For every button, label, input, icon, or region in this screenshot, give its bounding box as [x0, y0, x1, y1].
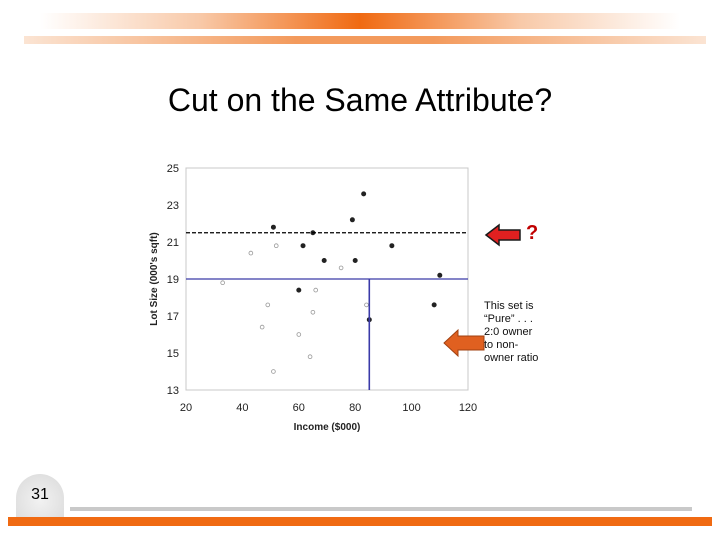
- non-owner-point: [273, 243, 279, 249]
- y-tick-label: 17: [167, 311, 179, 323]
- owner-point: [431, 302, 437, 308]
- slide-number: 31: [31, 486, 49, 503]
- tick-labels: 20 40 60 80 100 120 13 15 17 19 21 23 25: [167, 163, 477, 414]
- owner-point: [361, 191, 367, 197]
- x-tick-label: 60: [293, 402, 305, 414]
- data-points: [220, 191, 443, 374]
- owner-point: [437, 272, 443, 278]
- orange-left-arrow-icon: [443, 328, 485, 358]
- x-tick-label: 100: [402, 402, 420, 414]
- owner-point: [296, 287, 302, 293]
- non-owner-point: [310, 309, 316, 315]
- slide-number-badge: [16, 474, 64, 518]
- non-owner-point: [364, 302, 369, 308]
- non-owner-point: [265, 302, 271, 308]
- y-tick-label: 25: [167, 163, 179, 175]
- bottom-accent-bar: [8, 517, 712, 526]
- y-tick-label: 19: [167, 274, 179, 286]
- non-owner-point: [220, 280, 225, 286]
- y-axis-label: Lot Size (000's sqft): [149, 232, 160, 326]
- top-accent-bar-secondary: [24, 36, 706, 44]
- red-left-arrow-icon: [484, 223, 521, 247]
- y-tick-label: 15: [167, 348, 179, 360]
- non-owner-point: [338, 265, 344, 271]
- owner-point: [349, 217, 355, 223]
- x-tick-label: 80: [349, 402, 361, 414]
- non-owner-point: [307, 354, 313, 360]
- x-tick-label: 120: [459, 402, 477, 414]
- split-lines: [186, 232, 468, 390]
- bottom-divider: [70, 507, 692, 511]
- x-axis-label: Income ($000): [294, 422, 361, 433]
- y-tick-label: 13: [167, 385, 179, 397]
- y-tick-label: 23: [167, 200, 179, 212]
- slide-title: Cut on the Same Attribute?: [167, 82, 553, 118]
- y-tick-label: 21: [167, 237, 179, 249]
- question-mark: ?: [526, 222, 539, 244]
- non-owner-point: [313, 287, 319, 293]
- owner-point: [300, 243, 306, 249]
- non-owner-point: [259, 324, 265, 330]
- x-tick-label: 40: [236, 402, 248, 414]
- owner-point: [270, 224, 276, 230]
- owner-point: [321, 257, 327, 263]
- non-owner-point: [296, 332, 302, 337]
- annotation-note: This set is “Pure” . . . 2:0 owner to no…: [484, 300, 539, 364]
- non-owner-point: [271, 369, 276, 374]
- owner-point: [389, 243, 395, 249]
- top-accent-bar: [40, 13, 680, 29]
- x-tick-label: 20: [180, 402, 192, 414]
- non-owner-point: [248, 250, 254, 256]
- owner-point: [352, 257, 358, 263]
